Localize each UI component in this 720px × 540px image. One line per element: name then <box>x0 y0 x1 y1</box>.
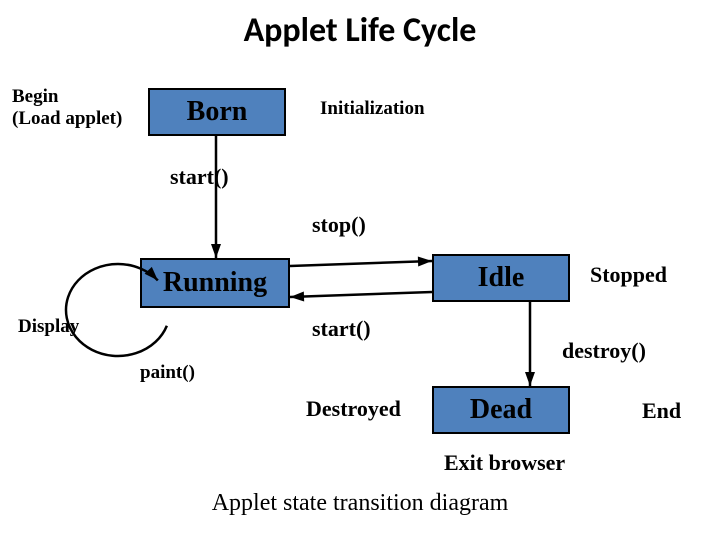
label-end: End <box>642 398 681 424</box>
label-begin: Begin (Load applet) <box>12 86 122 130</box>
state-node-dead: Dead <box>432 386 570 434</box>
label-destroy: destroy() <box>562 338 646 364</box>
label-paint: paint() <box>140 362 195 384</box>
diagram-title: Applet Life Cycle <box>0 10 720 51</box>
label-start1: start() <box>170 164 229 190</box>
edge-idle-to-running <box>290 292 432 297</box>
label-start2: start() <box>312 316 371 342</box>
label-stop: stop() <box>312 212 366 238</box>
state-node-born: Born <box>148 88 286 136</box>
label-destroyed: Destroyed <box>306 396 401 422</box>
edge-running-to-idle <box>290 261 432 266</box>
label-stopped: Stopped <box>590 262 667 288</box>
state-node-idle: Idle <box>432 254 570 302</box>
label-exit: Exit browser <box>444 450 565 476</box>
state-node-running: Running <box>140 258 290 308</box>
label-display: Display <box>18 316 79 338</box>
diagram-caption: Applet state transition diagram <box>0 490 720 517</box>
label-init: Initialization <box>320 98 425 120</box>
